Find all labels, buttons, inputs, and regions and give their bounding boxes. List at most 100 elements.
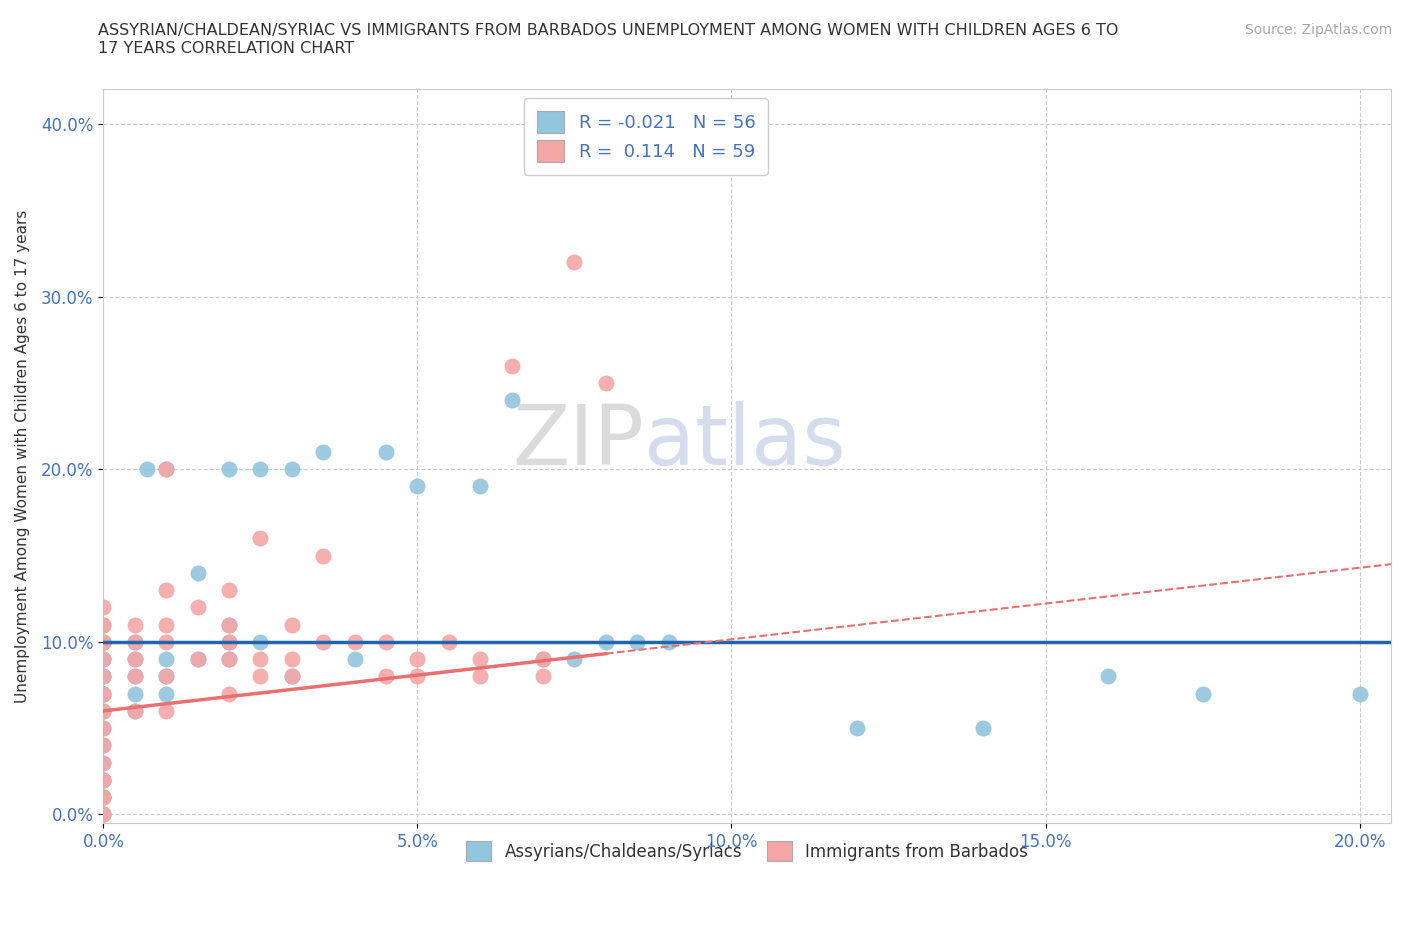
Point bbox=[91, 790, 114, 804]
Point bbox=[343, 652, 366, 667]
Point bbox=[91, 773, 114, 788]
Point bbox=[846, 721, 869, 736]
Point bbox=[155, 462, 177, 477]
Point bbox=[155, 686, 177, 701]
Point bbox=[91, 773, 114, 788]
Point bbox=[406, 669, 429, 684]
Point bbox=[91, 790, 114, 804]
Point bbox=[124, 669, 146, 684]
Point bbox=[406, 652, 429, 667]
Point bbox=[375, 669, 398, 684]
Point bbox=[155, 703, 177, 718]
Point bbox=[312, 634, 335, 649]
Point bbox=[91, 634, 114, 649]
Point bbox=[124, 652, 146, 667]
Point bbox=[91, 652, 114, 667]
Point bbox=[91, 686, 114, 701]
Point bbox=[91, 807, 114, 822]
Point bbox=[501, 358, 523, 373]
Point bbox=[375, 445, 398, 459]
Point bbox=[91, 618, 114, 632]
Point bbox=[124, 703, 146, 718]
Point bbox=[91, 790, 114, 804]
Point bbox=[187, 652, 209, 667]
Point bbox=[249, 634, 271, 649]
Point bbox=[595, 634, 617, 649]
Point bbox=[470, 479, 492, 494]
Point bbox=[281, 669, 304, 684]
Point bbox=[281, 462, 304, 477]
Text: Source: ZipAtlas.com: Source: ZipAtlas.com bbox=[1244, 23, 1392, 37]
Point bbox=[281, 669, 304, 684]
Point bbox=[155, 669, 177, 684]
Point bbox=[91, 807, 114, 822]
Point bbox=[91, 652, 114, 667]
Point bbox=[218, 618, 240, 632]
Point bbox=[91, 634, 114, 649]
Y-axis label: Unemployment Among Women with Children Ages 6 to 17 years: Unemployment Among Women with Children A… bbox=[15, 209, 30, 703]
Point bbox=[531, 669, 554, 684]
Point bbox=[249, 462, 271, 477]
Point bbox=[91, 755, 114, 770]
Point bbox=[1097, 669, 1119, 684]
Point bbox=[91, 618, 114, 632]
Point bbox=[91, 634, 114, 649]
Point bbox=[91, 669, 114, 684]
Point bbox=[155, 582, 177, 597]
Point bbox=[249, 531, 271, 546]
Point bbox=[531, 652, 554, 667]
Point bbox=[375, 634, 398, 649]
Point bbox=[249, 652, 271, 667]
Point bbox=[155, 669, 177, 684]
Point bbox=[281, 652, 304, 667]
Point bbox=[91, 634, 114, 649]
Point bbox=[470, 652, 492, 667]
Point bbox=[218, 652, 240, 667]
Legend: Assyrians/Chaldeans/Syriacs, Immigrants from Barbados: Assyrians/Chaldeans/Syriacs, Immigrants … bbox=[458, 833, 1036, 870]
Point bbox=[91, 807, 114, 822]
Point bbox=[124, 703, 146, 718]
Point bbox=[91, 600, 114, 615]
Point bbox=[218, 634, 240, 649]
Point bbox=[312, 445, 335, 459]
Point bbox=[91, 703, 114, 718]
Point bbox=[187, 600, 209, 615]
Point bbox=[91, 773, 114, 788]
Point bbox=[531, 652, 554, 667]
Point bbox=[91, 686, 114, 701]
Point bbox=[124, 634, 146, 649]
Point bbox=[91, 790, 114, 804]
Point bbox=[626, 634, 648, 649]
Point bbox=[218, 634, 240, 649]
Point bbox=[595, 376, 617, 391]
Point bbox=[218, 686, 240, 701]
Point bbox=[124, 618, 146, 632]
Point bbox=[658, 634, 681, 649]
Point bbox=[437, 634, 460, 649]
Point bbox=[343, 634, 366, 649]
Point bbox=[91, 755, 114, 770]
Point bbox=[187, 652, 209, 667]
Point bbox=[249, 669, 271, 684]
Point bbox=[218, 618, 240, 632]
Point bbox=[218, 462, 240, 477]
Point bbox=[187, 565, 209, 580]
Point bbox=[218, 582, 240, 597]
Point bbox=[91, 738, 114, 753]
Point bbox=[564, 652, 586, 667]
Point bbox=[1191, 686, 1213, 701]
Point bbox=[91, 721, 114, 736]
Point bbox=[136, 462, 159, 477]
Point bbox=[501, 392, 523, 407]
Point bbox=[91, 669, 114, 684]
Point bbox=[91, 703, 114, 718]
Point bbox=[155, 652, 177, 667]
Point bbox=[91, 721, 114, 736]
Point bbox=[91, 634, 114, 649]
Point bbox=[91, 686, 114, 701]
Point bbox=[91, 652, 114, 667]
Point bbox=[218, 652, 240, 667]
Text: atlas: atlas bbox=[644, 401, 846, 482]
Point bbox=[972, 721, 994, 736]
Point bbox=[91, 773, 114, 788]
